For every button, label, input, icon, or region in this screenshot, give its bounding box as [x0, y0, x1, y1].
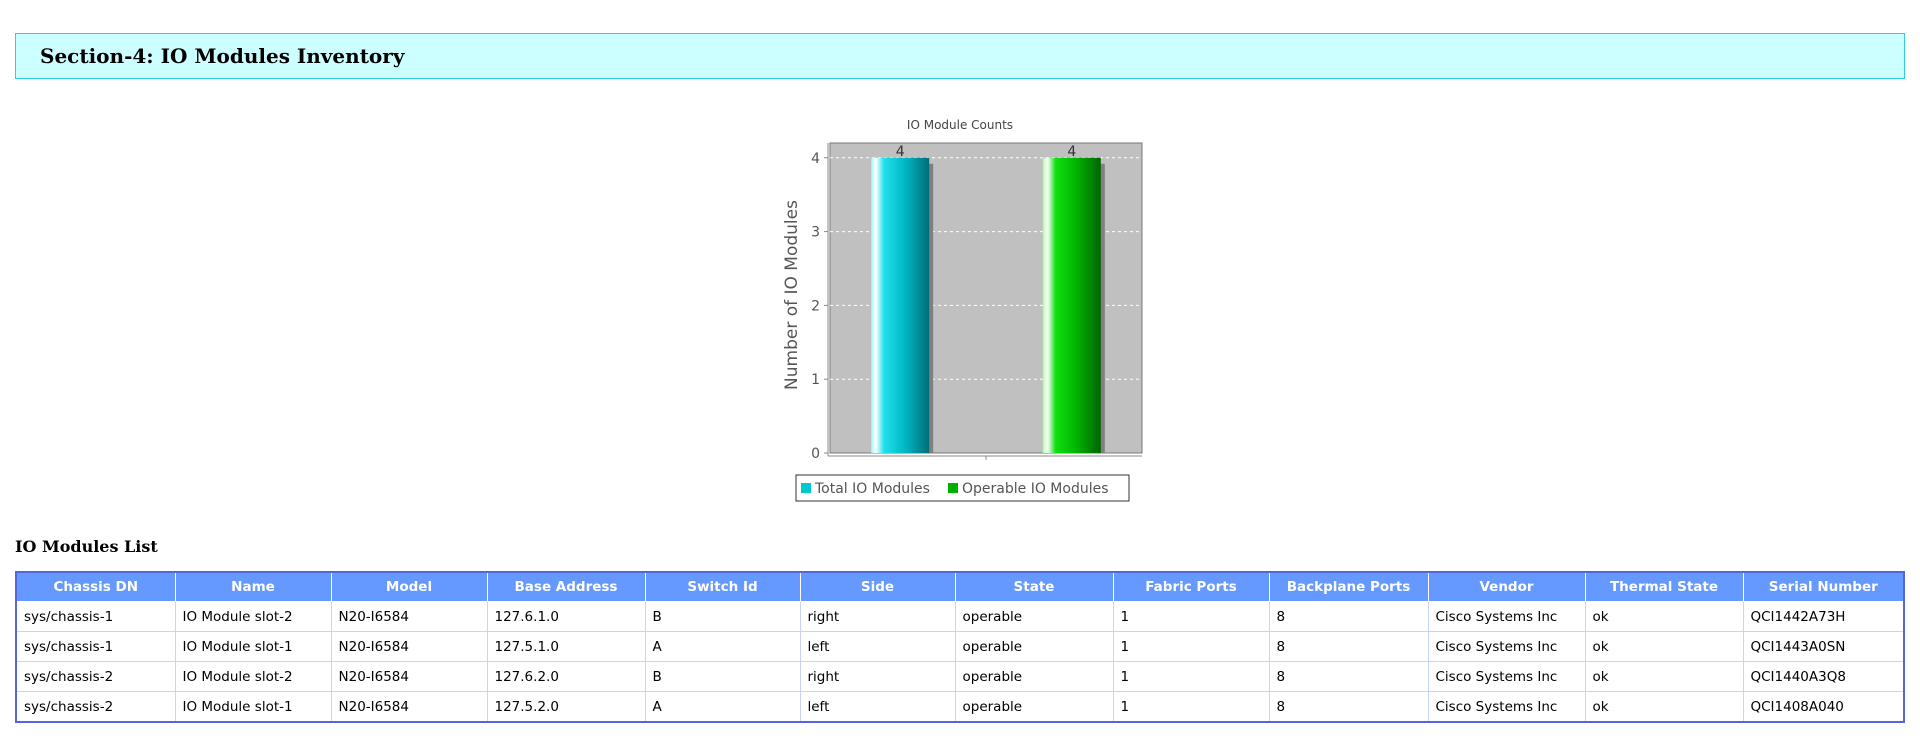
bar-shadow	[927, 163, 934, 453]
io-modules-list-title: IO Modules List	[15, 537, 158, 556]
cell-name: IO Module slot-2	[175, 601, 332, 632]
cell-switch-id: B	[645, 601, 801, 632]
cell-fabric-ports: 1	[1113, 601, 1270, 632]
y-axis-label: Number of IO Modules	[782, 200, 802, 390]
cell-chassis-dn: sys/chassis-2	[17, 691, 176, 721]
cell-name: IO Module slot-1	[175, 631, 332, 662]
section-title: Section-4: IO Modules Inventory	[40, 44, 405, 68]
cell-vendor: Cisco Systems Inc	[1428, 601, 1586, 632]
cell-state: operable	[955, 631, 1114, 662]
cell-thermal-state: ok	[1585, 661, 1744, 692]
cell-serial-number: QCI1408A040	[1750, 698, 1844, 715]
column-header-chassis-dn[interactable]: Chassis DN	[17, 573, 176, 602]
io-modules-table: Chassis DN Name Model Base Address Switc…	[17, 573, 1903, 721]
table-header-row: Chassis DN Name Model Base Address Switc…	[17, 573, 1903, 602]
cell-thermal-state: ok	[1585, 601, 1744, 632]
bar-operable-io-modules	[1042, 157, 1101, 453]
cell-model: N20-I6584	[331, 661, 488, 692]
cell-chassis-dn: sys/chassis-1	[17, 631, 176, 662]
column-header-switch-id[interactable]: Switch Id	[645, 573, 801, 602]
io-modules-table-frame: Chassis DN Name Model Base Address Switc…	[15, 571, 1905, 723]
legend-label-operable: Operable IO Modules	[962, 481, 1109, 497]
chart-svg: IO Module Counts 0 1 2 3 4 4 4 Number of IO Mo…	[782, 118, 1143, 502]
chart-title: IO Module Counts	[907, 118, 1013, 132]
cell-vendor: Cisco Systems Inc	[1428, 631, 1586, 662]
cell-thermal-state: ok	[1585, 631, 1744, 662]
cell-serial-number: QCI1442A73H	[1743, 601, 1903, 632]
y-tick-label: 2	[811, 298, 820, 314]
column-header-state[interactable]: State	[955, 573, 1114, 602]
cell-side: left	[800, 691, 956, 721]
cell-fabric-ports: 1	[1113, 661, 1270, 692]
plot-area: 0 1 2 3 4 4 4	[811, 142, 1143, 462]
cell-chassis-dn: sys/chassis-1	[17, 601, 176, 632]
section-header: Section-4: IO Modules Inventory	[15, 33, 1905, 79]
table-row: sys/chassis-2 IO Module slot-2 N20-I6584…	[17, 661, 1903, 692]
table-row: sys/chassis-2 IO Module slot-1 N20-I6584…	[17, 691, 1903, 721]
legend-swatch-operable	[948, 483, 958, 493]
column-header-backplane-ports[interactable]: Backplane Ports	[1269, 573, 1429, 602]
cell-vendor: Cisco Systems Inc	[1428, 691, 1586, 721]
cell-switch-id: A	[645, 691, 801, 721]
table-row: sys/chassis-1 IO Module slot-1 N20-I6584…	[17, 631, 1903, 662]
table-row: sys/chassis-1 IO Module slot-2 N20-I6584…	[17, 601, 1903, 632]
cell-side: right	[800, 601, 956, 632]
cell-model: N20-I6584	[331, 691, 488, 721]
cell-base-address: 127.6.2.0	[487, 661, 646, 692]
cell-backplane-ports: 8	[1269, 601, 1429, 632]
cell-model: N20-I6584	[331, 631, 488, 662]
cell-backplane-ports: 8	[1269, 691, 1429, 721]
bar-data-label: 4	[1067, 144, 1076, 160]
column-header-serial-number[interactable]: Serial Number	[1743, 573, 1903, 602]
cell-side: right	[800, 661, 956, 692]
column-header-model[interactable]: Model	[331, 573, 488, 602]
column-header-name[interactable]: Name	[175, 573, 332, 602]
cell-switch-id: A	[645, 631, 801, 662]
legend-swatch-total	[801, 483, 811, 493]
cell-base-address: 127.5.1.0	[487, 631, 646, 662]
column-header-fabric-ports[interactable]: Fabric Ports	[1113, 573, 1270, 602]
y-tick-label: 4	[811, 151, 820, 167]
cell-chassis-dn: sys/chassis-2	[17, 661, 176, 692]
bar-total-io-modules	[871, 157, 930, 453]
chart-legend: Total IO Modules Operable IO Modules	[795, 474, 1130, 502]
bar-data-label: 4	[896, 144, 905, 160]
cell-base-address: 127.5.2.0	[487, 691, 646, 721]
legend-label-total: Total IO Modules	[814, 481, 930, 497]
cell-state: operable	[955, 691, 1114, 721]
cell-name: IO Module slot-2	[175, 661, 332, 692]
y-tick-label: 0	[811, 446, 820, 462]
cell-state: operable	[955, 661, 1114, 692]
column-header-vendor[interactable]: Vendor	[1428, 573, 1586, 602]
cell-base-address: 127.6.1.0	[487, 601, 646, 632]
column-header-side[interactable]: Side	[800, 573, 956, 602]
cell-name: IO Module slot-1	[175, 691, 332, 721]
cell-thermal-state: ok	[1585, 691, 1744, 721]
cell-fabric-ports: 1	[1113, 691, 1270, 721]
cell-fabric-ports: 1	[1113, 631, 1270, 662]
cell-state: operable	[955, 601, 1114, 632]
cell-backplane-ports: 8	[1269, 661, 1429, 692]
cell-backplane-ports: 8	[1269, 631, 1429, 662]
io-module-counts-chart: IO Module Counts 0 1 2 3 4 4 4 Number of IO Mo…	[770, 110, 1150, 510]
cell-model: N20-I6584	[331, 601, 488, 632]
cell-switch-id: B	[645, 661, 801, 692]
bar-shadow	[1098, 163, 1105, 453]
cell-vendor: Cisco Systems Inc	[1428, 661, 1586, 692]
y-tick-label: 3	[811, 225, 820, 241]
cell-serial-number: QCI1440A3Q8	[1743, 661, 1903, 692]
column-header-thermal-state[interactable]: Thermal State	[1585, 573, 1744, 602]
cell-serial-number: QCI1443A0SN	[1743, 631, 1903, 662]
column-header-base-address[interactable]: Base Address	[487, 573, 646, 602]
cell-side: left	[800, 631, 956, 662]
y-tick-label: 1	[811, 372, 820, 388]
